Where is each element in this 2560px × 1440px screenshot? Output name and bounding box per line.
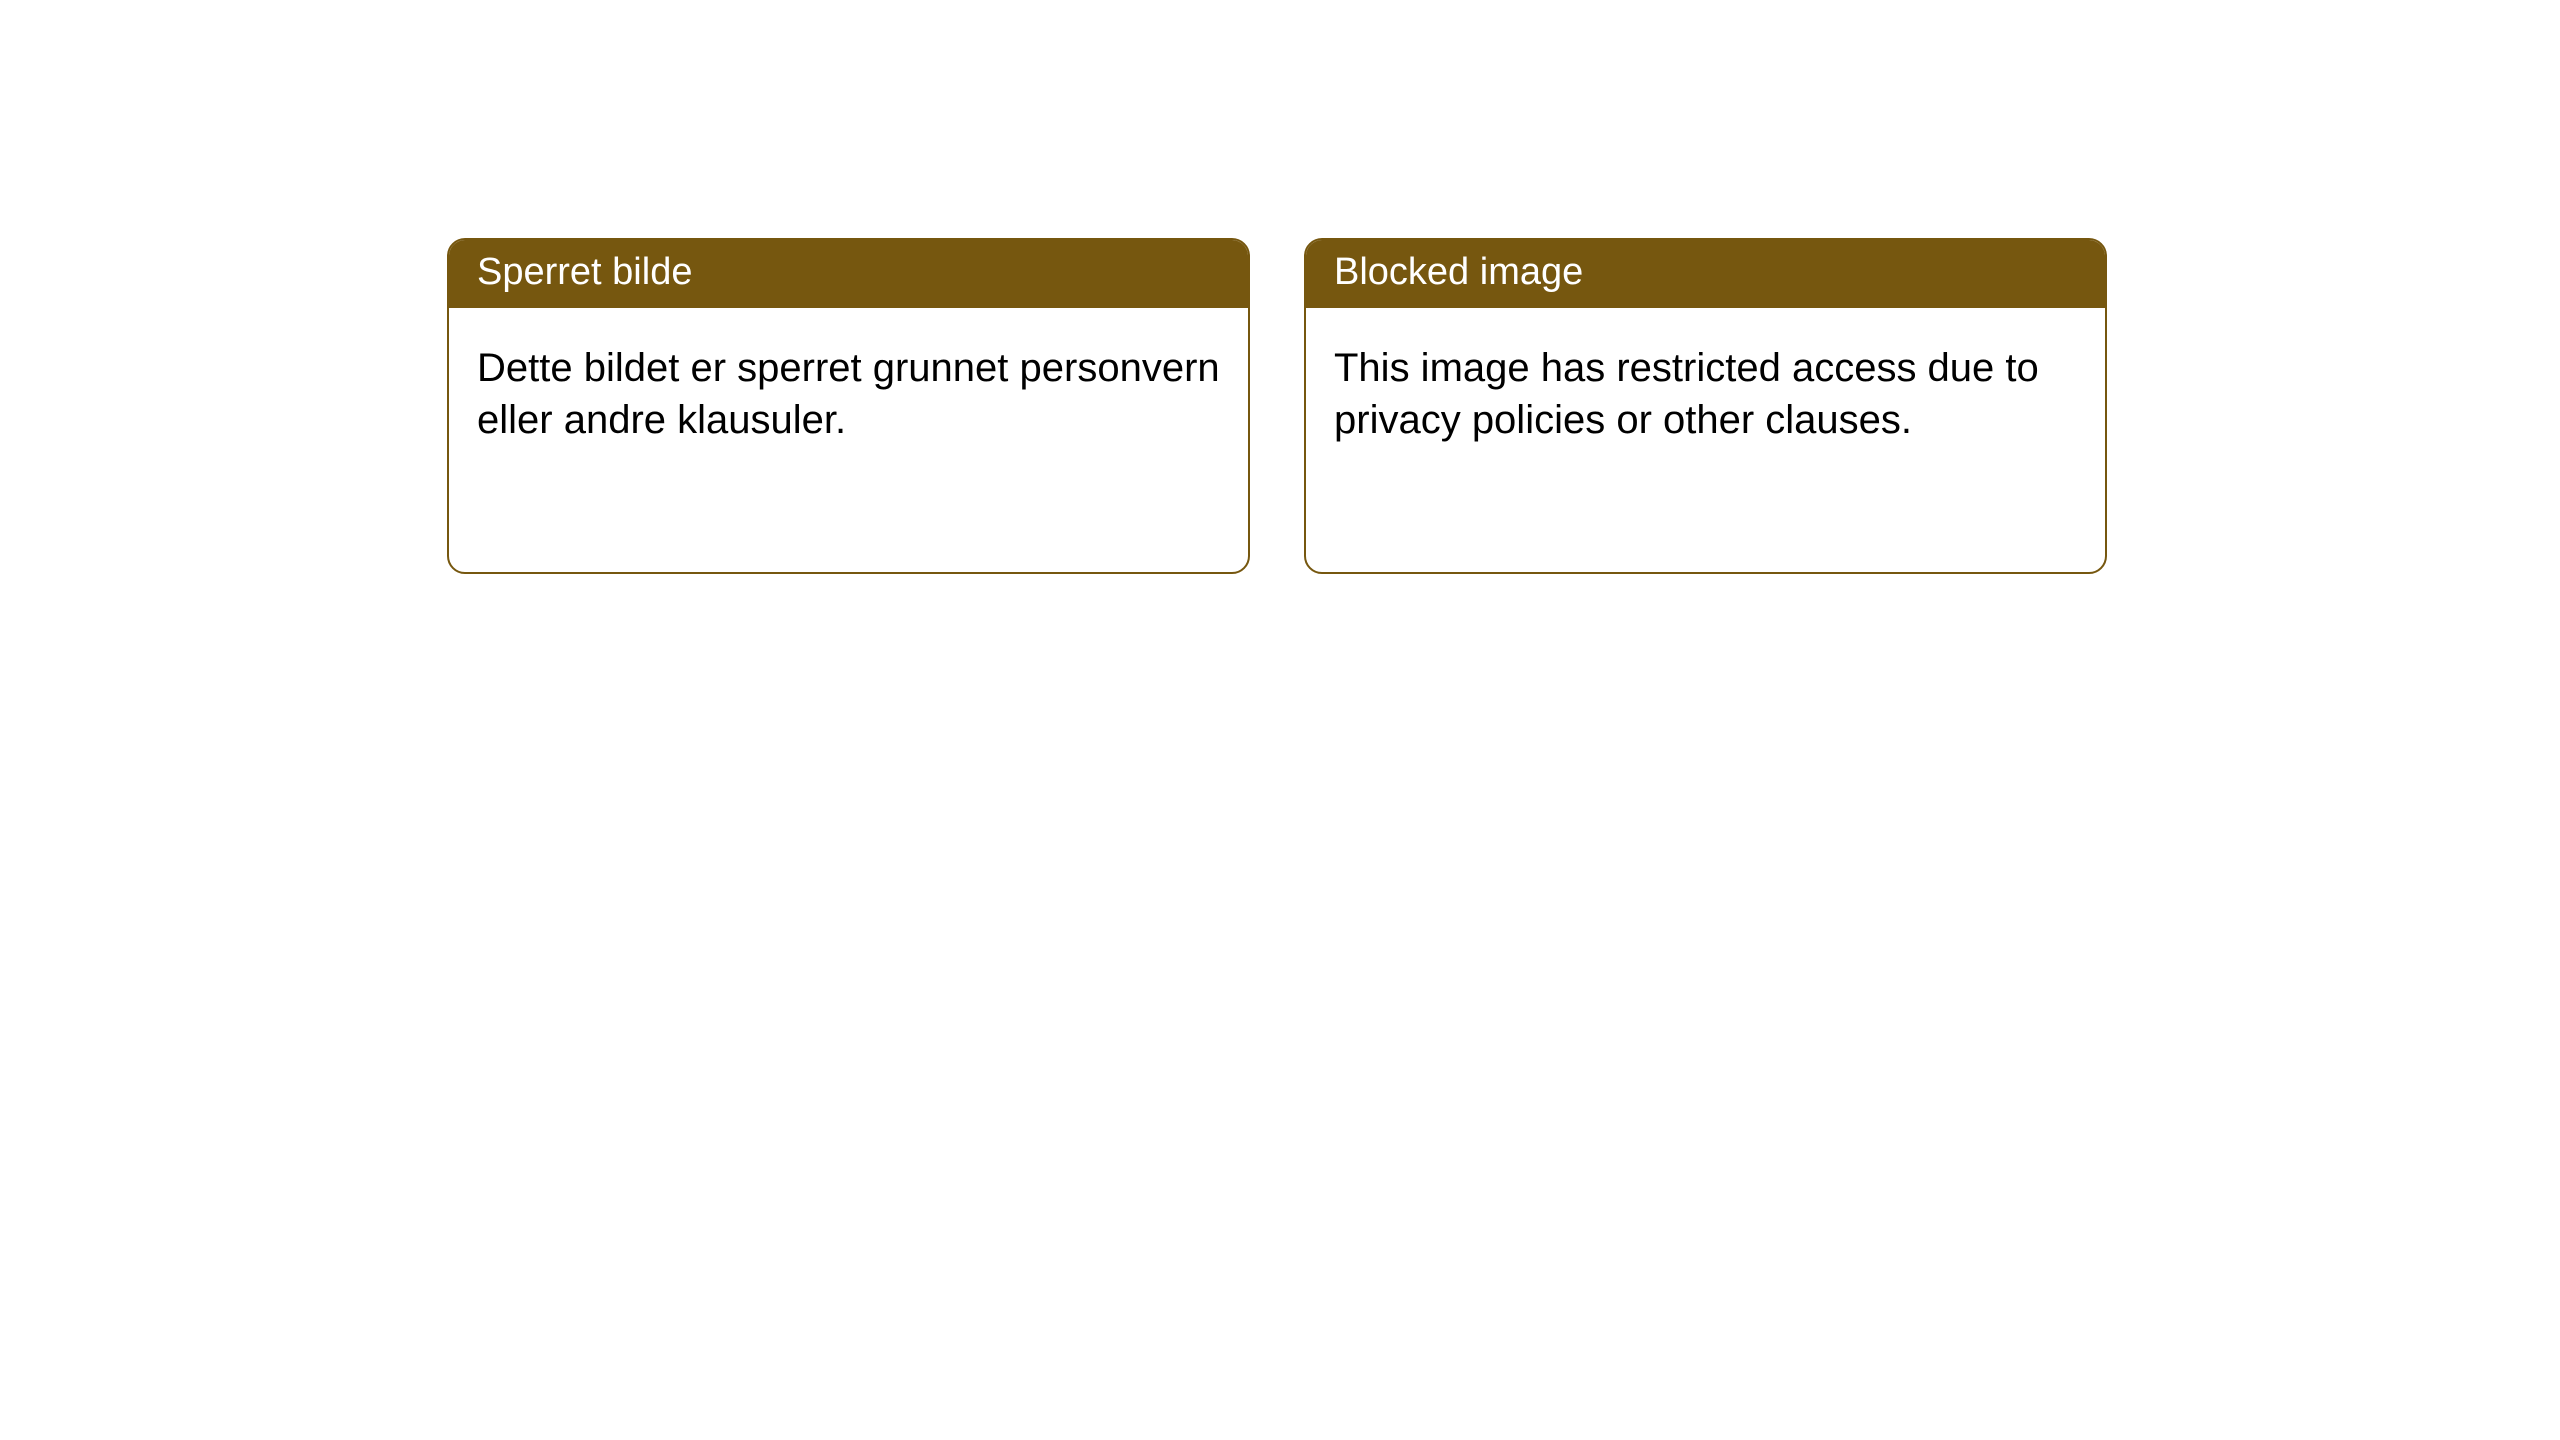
card-header-no: Sperret bilde xyxy=(449,240,1248,308)
card-header-en: Blocked image xyxy=(1306,240,2105,308)
notice-card-no: Sperret bilde Dette bildet er sperret gr… xyxy=(447,238,1250,574)
card-text-no: Dette bildet er sperret grunnet personve… xyxy=(477,346,1220,443)
notice-container: Sperret bilde Dette bildet er sperret gr… xyxy=(0,0,2560,574)
notice-card-en: Blocked image This image has restricted … xyxy=(1304,238,2107,574)
card-body-en: This image has restricted access due to … xyxy=(1306,308,2105,482)
card-body-no: Dette bildet er sperret grunnet personve… xyxy=(449,308,1248,482)
card-text-en: This image has restricted access due to … xyxy=(1334,346,2039,443)
card-title-no: Sperret bilde xyxy=(477,251,692,293)
card-title-en: Blocked image xyxy=(1334,251,1583,293)
